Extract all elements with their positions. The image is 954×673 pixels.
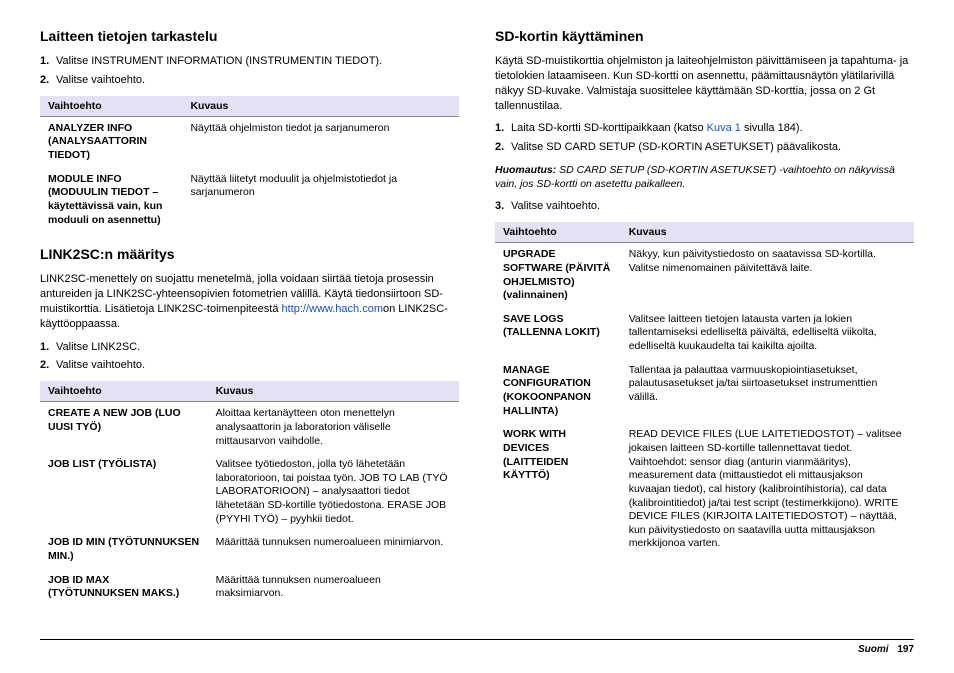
option-desc: Määrittää tunnuksen numeroalueen minimia… xyxy=(208,531,459,568)
left-column: Laitteen tietojen tarkastelu 1. Valitse … xyxy=(40,28,459,631)
table-header: Vaihtoehto xyxy=(495,222,621,243)
option-name: UPGRADE SOFTWARE (PÄIVITÄ OHJELMISTO) (v… xyxy=(495,243,621,308)
device-info-steps: 1. Valitse INSTRUMENT INFORMATION (INSTR… xyxy=(40,54,459,88)
option-name: ANALYZER INFO (ANALYSAATTORIN TIEDOT) xyxy=(40,116,182,167)
table-header: Kuvaus xyxy=(621,222,914,243)
table-header-row: Vaihtoehto Kuvaus xyxy=(495,222,914,243)
option-desc: Määrittää tunnuksen numeroalueen maksimi… xyxy=(208,569,459,606)
list-item: 1. Laita SD-kortti SD-korttipaikkaan (ka… xyxy=(495,121,914,136)
step-text-part: sivulla 184). xyxy=(741,122,803,134)
note-label: Huomautus: xyxy=(495,164,556,176)
page: Laitteen tietojen tarkastelu 1. Valitse … xyxy=(0,0,954,673)
step-number: 2. xyxy=(40,73,56,88)
list-item: 1. Valitse INSTRUMENT INFORMATION (INSTR… xyxy=(40,54,459,69)
link2sc-table: Vaihtoehto Kuvaus CREATE A NEW JOB (LUO … xyxy=(40,381,459,606)
step-text-part: Laita SD-kortti SD-korttipaikkaan (katso xyxy=(511,122,707,134)
step-number: 1. xyxy=(495,121,511,136)
step-number: 1. xyxy=(40,54,56,69)
section-title-sd-card: SD-kortin käyttäminen xyxy=(495,28,914,44)
step-number: 2. xyxy=(495,140,511,155)
option-desc: READ DEVICE FILES (LUE LAITETIEDOSTOT) –… xyxy=(621,423,914,556)
option-desc: Tallentaa ja palauttaa varmuuskopiointia… xyxy=(621,359,914,424)
table-header-row: Vaihtoehto Kuvaus xyxy=(40,96,459,117)
step-text: Valitse vaihtoehto. xyxy=(511,199,914,214)
option-name: SAVE LOGS (TALLENNA LOKIT) xyxy=(495,308,621,359)
table-row: JOB ID MIN (TYÖTUNNUKSEN MIN.) Määrittää… xyxy=(40,531,459,568)
option-desc: Valitsee laitteen tietojen latausta vart… xyxy=(621,308,914,359)
table-row: WORK WITH DEVICES (LAITTEIDEN KÄYTTÖ) RE… xyxy=(495,423,914,556)
sd-card-steps-cont: 3. Valitse vaihtoehto. xyxy=(495,199,914,214)
right-column: SD-kortin käyttäminen Käytä SD-muistikor… xyxy=(495,28,914,631)
page-footer: Suomi 197 xyxy=(40,639,914,655)
step-number: 2. xyxy=(40,358,56,373)
option-name: JOB ID MAX (TYÖTUNNUKSEN MAKS.) xyxy=(40,569,208,606)
step-text: Valitse SD CARD SETUP (SD-KORTIN ASETUKS… xyxy=(511,140,914,155)
option-name: CREATE A NEW JOB (LUO UUSI TYÖ) xyxy=(40,402,208,453)
step-number: 1. xyxy=(40,340,56,355)
table-header-row: Vaihtoehto Kuvaus xyxy=(40,381,459,402)
step-text: Valitse vaihtoehto. xyxy=(56,73,459,88)
option-name: MODULE INFO (MODUULIN TIEDOT – käytettäv… xyxy=(40,168,182,233)
footer-language: Suomi xyxy=(858,644,889,655)
table-row: UPGRADE SOFTWARE (PÄIVITÄ OHJELMISTO) (v… xyxy=(495,243,914,308)
table-row: ANALYZER INFO (ANALYSAATTORIN TIEDOT) Nä… xyxy=(40,116,459,167)
table-row: MODULE INFO (MODUULIN TIEDOT – käytettäv… xyxy=(40,168,459,233)
figure-link[interactable]: Kuva 1 xyxy=(707,122,741,134)
table-header: Vaihtoehto xyxy=(40,96,182,117)
device-info-table: Vaihtoehto Kuvaus ANALYZER INFO (ANALYSA… xyxy=(40,96,459,232)
list-item: 2. Valitse vaihtoehto. xyxy=(40,73,459,88)
option-desc: Näkyy, kun päivitystiedosto on saataviss… xyxy=(621,243,914,308)
list-item: 3. Valitse vaihtoehto. xyxy=(495,199,914,214)
table-row: JOB LIST (TYÖLISTA) Valitsee työtiedosto… xyxy=(40,453,459,531)
table-header: Kuvaus xyxy=(208,381,459,402)
footer-page-number: 197 xyxy=(897,644,914,655)
list-item: 2. Valitse SD CARD SETUP (SD-KORTIN ASET… xyxy=(495,140,914,155)
table-row: MANAGE CONFIGURATION (KOKOONPANON HALLIN… xyxy=(495,359,914,424)
section-title-device-info: Laitteen tietojen tarkastelu xyxy=(40,28,459,44)
table-header: Kuvaus xyxy=(182,96,459,117)
option-desc: Näyttää ohjelmiston tiedot ja sarjanumer… xyxy=(182,116,459,167)
list-item: 2. Valitse vaihtoehto. xyxy=(40,358,459,373)
sd-card-table: Vaihtoehto Kuvaus UPGRADE SOFTWARE (PÄIV… xyxy=(495,222,914,556)
table-header: Vaihtoehto xyxy=(40,381,208,402)
option-name: JOB LIST (TYÖLISTA) xyxy=(40,453,208,531)
step-text: Valitse LINK2SC. xyxy=(56,340,459,355)
step-text: Laita SD-kortti SD-korttipaikkaan (katso… xyxy=(511,121,914,136)
option-name: WORK WITH DEVICES (LAITTEIDEN KÄYTTÖ) xyxy=(495,423,621,556)
two-column-layout: Laitteen tietojen tarkastelu 1. Valitse … xyxy=(40,28,914,631)
sd-card-steps: 1. Laita SD-kortti SD-korttipaikkaan (ka… xyxy=(495,121,914,155)
option-desc: Näyttää liitetyt moduulit ja ohjelmistot… xyxy=(182,168,459,233)
table-row: CREATE A NEW JOB (LUO UUSI TYÖ) Aloittaa… xyxy=(40,402,459,453)
sd-card-paragraph: Käytä SD-muistikorttia ohjelmiston ja la… xyxy=(495,54,914,113)
option-name: MANAGE CONFIGURATION (KOKOONPANON HALLIN… xyxy=(495,359,621,424)
note: Huomautus: SD CARD SETUP (SD-KORTIN ASET… xyxy=(495,163,914,191)
step-text: Valitse vaihtoehto. xyxy=(56,358,459,373)
option-name: JOB ID MIN (TYÖTUNNUKSEN MIN.) xyxy=(40,531,208,568)
link2sc-paragraph: LINK2SC-menettely on suojattu menetelmä,… xyxy=(40,272,459,331)
hach-link[interactable]: http://www.hach.com xyxy=(282,303,384,315)
table-row: SAVE LOGS (TALLENNA LOKIT) Valitsee lait… xyxy=(495,308,914,359)
table-row: JOB ID MAX (TYÖTUNNUKSEN MAKS.) Määrittä… xyxy=(40,569,459,606)
option-desc: Valitsee työtiedoston, jolla työ lähetet… xyxy=(208,453,459,531)
option-desc: Aloittaa kertanäytteen oton menettelyn a… xyxy=(208,402,459,453)
section-title-link2sc: LINK2SC:n määritys xyxy=(40,246,459,262)
step-number: 3. xyxy=(495,199,511,214)
list-item: 1. Valitse LINK2SC. xyxy=(40,340,459,355)
link2sc-steps: 1. Valitse LINK2SC. 2. Valitse vaihtoeht… xyxy=(40,340,459,374)
step-text: Valitse INSTRUMENT INFORMATION (INSTRUME… xyxy=(56,54,459,69)
